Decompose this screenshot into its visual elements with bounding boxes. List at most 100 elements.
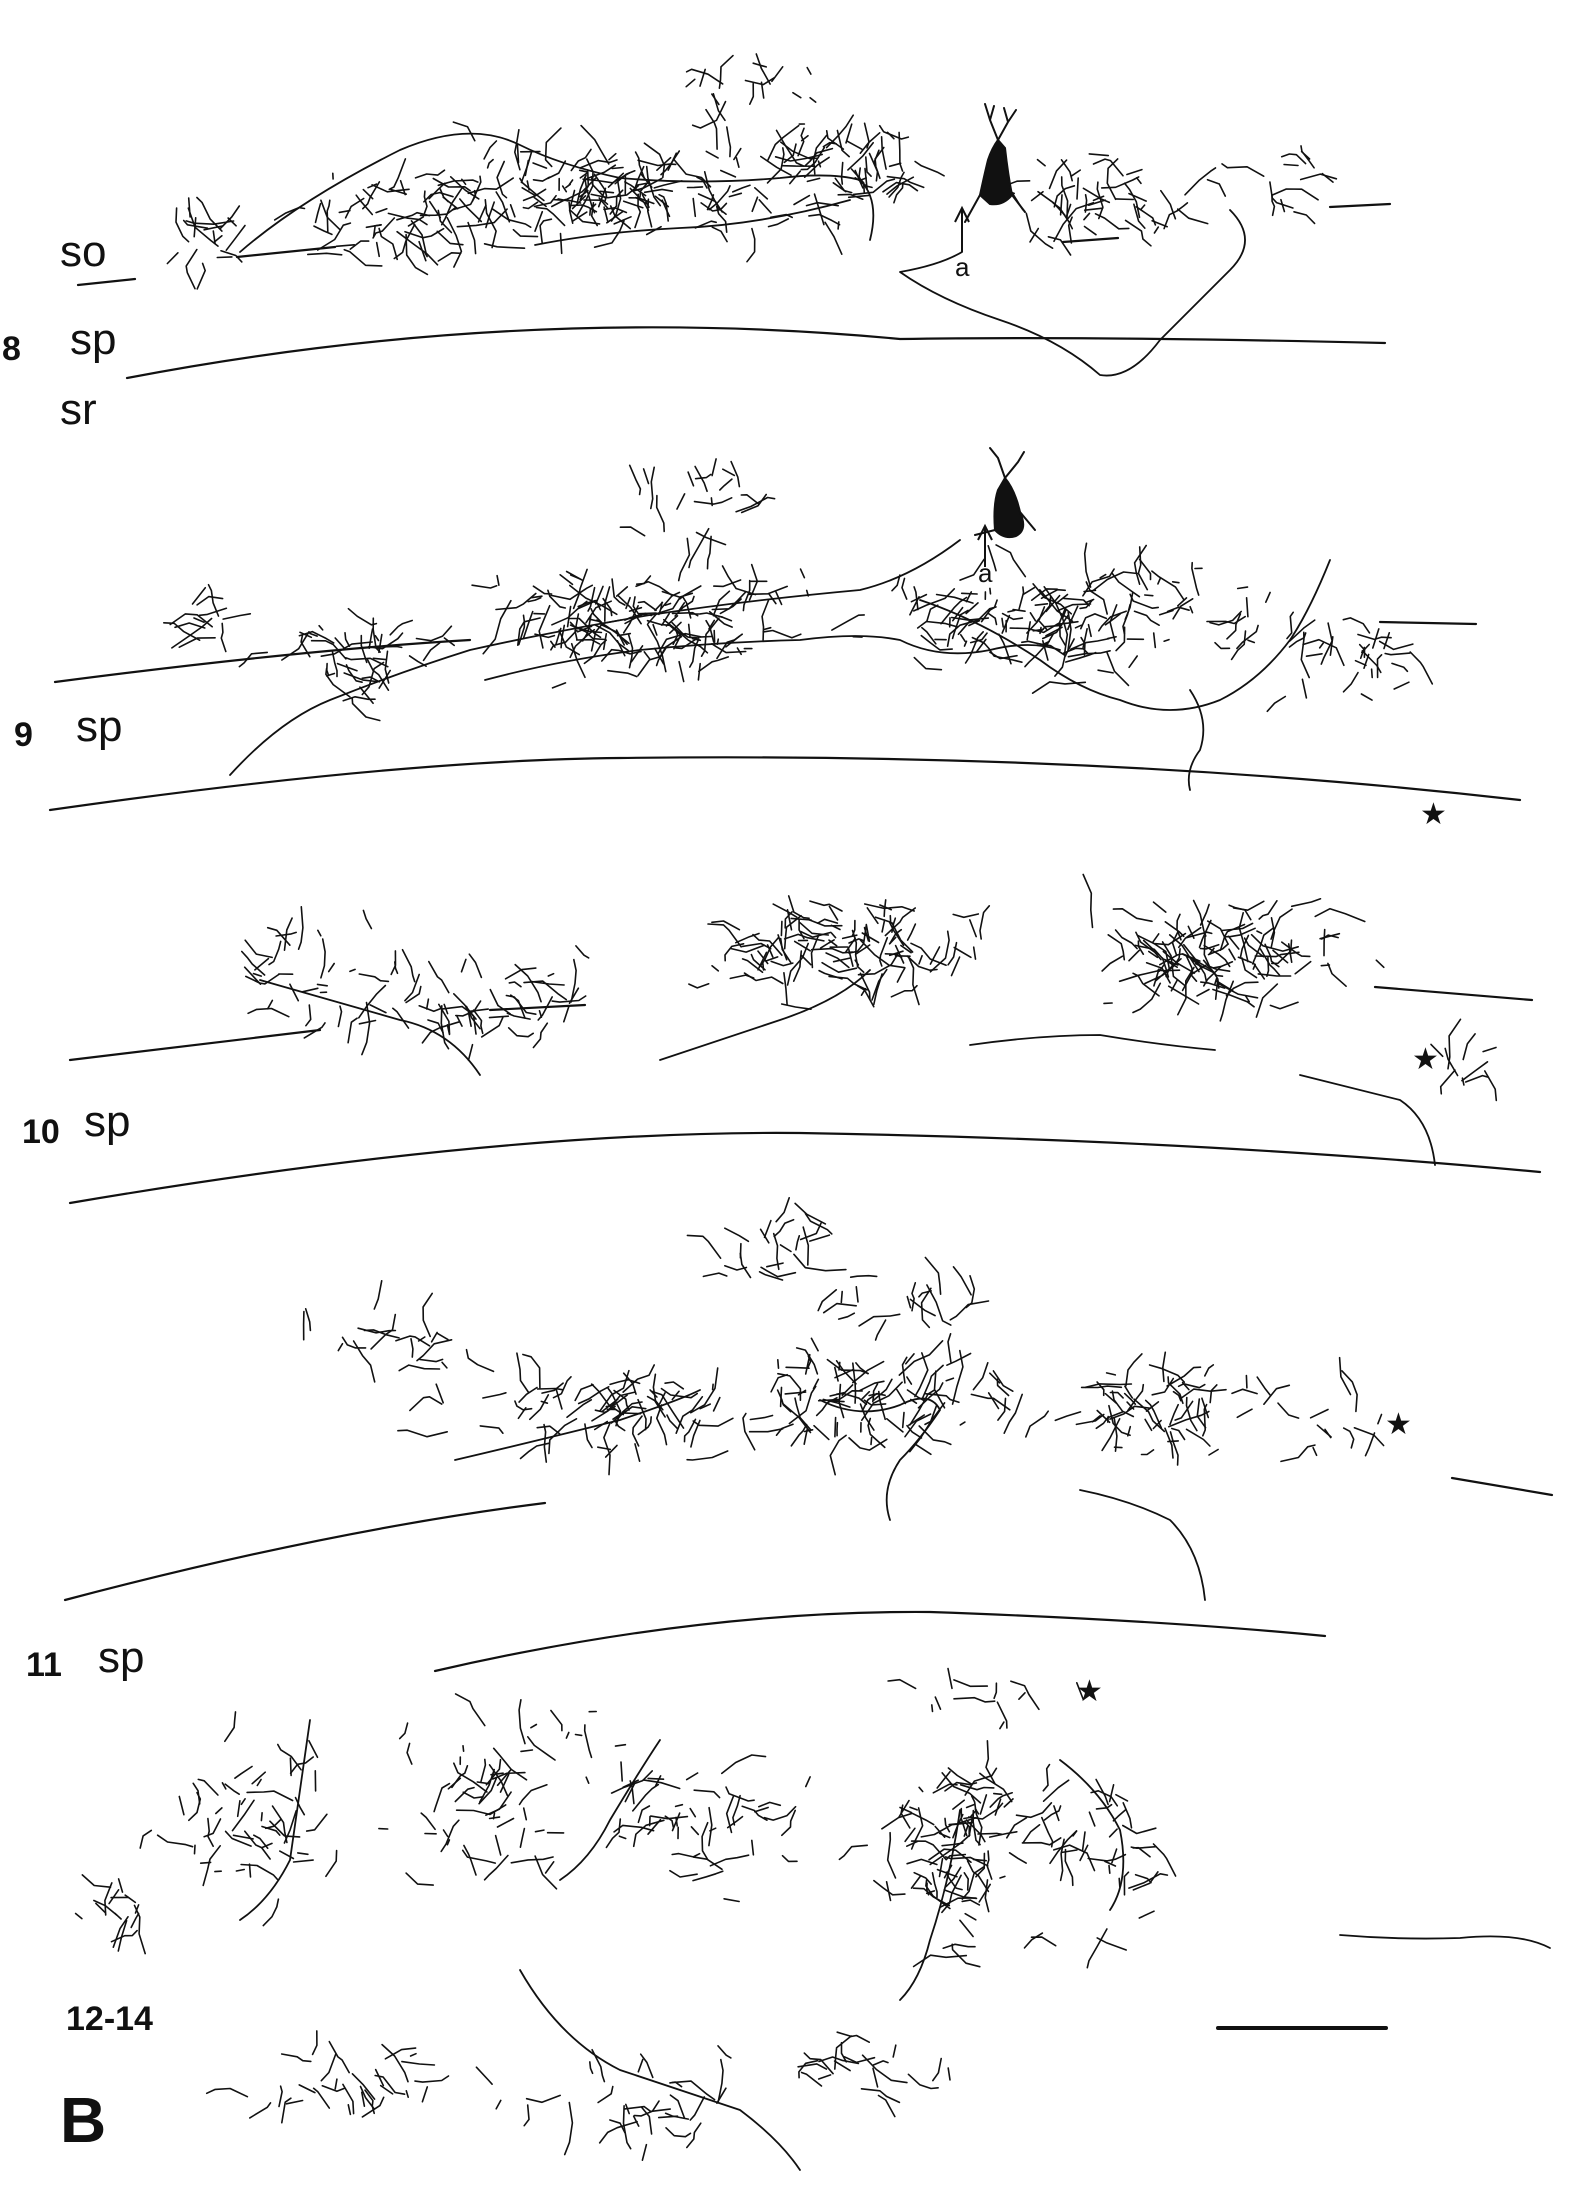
fiber-segment	[625, 2107, 671, 2112]
fiber-segment	[1043, 1765, 1049, 1791]
fiber-segment	[712, 459, 716, 476]
fiber-segment	[687, 1773, 698, 1780]
fiber-segment	[782, 1004, 811, 1009]
fiber-segment	[377, 243, 380, 257]
fiber-segment	[965, 1914, 976, 1920]
fiber-segment	[1307, 654, 1323, 656]
fiber-segment	[727, 127, 731, 157]
fiber-segment	[1172, 1429, 1185, 1440]
fiber-segment	[1266, 593, 1270, 603]
fiber-segment	[1139, 1911, 1154, 1918]
fiber-segment	[172, 619, 212, 648]
fiber-segment	[538, 1389, 563, 1390]
fiber-segment	[250, 1864, 251, 1877]
fiber-segment	[769, 219, 789, 227]
layer-label-so: so	[60, 230, 106, 274]
fiber-segment	[551, 1711, 562, 1731]
fiber-segment	[987, 1851, 992, 1879]
fiber-segment	[539, 606, 550, 648]
fiber-segment	[369, 629, 372, 648]
fiber-segment	[125, 1895, 135, 1902]
fiber-segment	[197, 597, 223, 605]
fiber-segment	[866, 157, 871, 176]
fiber-segment	[862, 1392, 869, 1399]
fiber-segment	[798, 128, 804, 155]
fiber-segment	[590, 2062, 593, 2073]
fiber-segment	[954, 1698, 995, 1702]
boundary-upper-10	[70, 987, 1532, 1060]
fiber-segment	[953, 914, 978, 917]
fiber-segment	[338, 1344, 342, 1351]
fiber-segment	[1000, 1722, 1004, 1729]
fiber-segment	[490, 1817, 500, 1818]
fiber-segment	[485, 1856, 508, 1880]
fiber-segment	[1282, 154, 1306, 164]
fiber-segment	[964, 1873, 968, 1890]
fiber-segment	[781, 1387, 782, 1406]
fiber-segment	[703, 1273, 726, 1276]
fiber-segment	[1038, 160, 1046, 166]
fiber-segment	[679, 538, 690, 580]
fiber-segment	[966, 603, 978, 614]
fiber-segment	[524, 981, 566, 1000]
fiber-segment	[1030, 613, 1035, 621]
fiber-segment	[953, 1800, 964, 1809]
fiber-segment	[576, 1735, 582, 1736]
fiber-segment	[306, 1309, 311, 1331]
fiber-segment	[1292, 899, 1321, 907]
fiber-segment	[520, 1785, 547, 1805]
fiber-segment	[197, 198, 222, 232]
fiber-segment	[423, 1293, 432, 1336]
boundary-lower-10	[70, 1133, 1540, 1203]
fiber-segment	[1253, 964, 1255, 969]
fiber-segment	[767, 1263, 783, 1267]
fiber-segment	[848, 143, 873, 170]
fiber-segment	[1123, 1826, 1156, 1834]
fiber-segment	[554, 1377, 572, 1398]
fiber-segment	[1302, 679, 1306, 698]
fiber-segment	[1107, 159, 1117, 199]
fiber-segment	[742, 495, 767, 513]
fiber-segment	[463, 1746, 464, 1751]
fiber-segment	[1084, 213, 1090, 219]
fiber-segment	[373, 658, 386, 659]
fiber-segment	[457, 1016, 462, 1026]
fiber-segment	[961, 1785, 994, 1790]
soma-section-9	[994, 478, 1023, 537]
fiber-segment	[897, 968, 904, 982]
fiber-segment	[803, 1227, 808, 1265]
fiber-segment	[839, 1845, 867, 1859]
fiber-segment	[701, 203, 726, 211]
fiber-segment	[208, 1819, 213, 1847]
fiber-segment	[1105, 1861, 1116, 1866]
fiber-segment	[1000, 1876, 1005, 1878]
fiber-segment	[839, 1362, 840, 1370]
fiber-segment	[882, 920, 885, 932]
fiber-segment	[846, 124, 852, 143]
fiber-segment	[278, 1745, 301, 1770]
fiber-segment	[1222, 164, 1264, 176]
fiber-segment	[873, 2061, 888, 2065]
fiber-segment	[248, 1009, 289, 1017]
fiber-segment	[948, 1768, 976, 1784]
fiber-segment	[1278, 1403, 1299, 1418]
fiber-segment	[902, 578, 907, 599]
fiber-segment	[862, 2089, 900, 2103]
fiber-segment	[469, 1045, 473, 1061]
fiber-segment	[1281, 1445, 1315, 1461]
fiber-segment	[907, 1859, 937, 1864]
fiber-segment	[1354, 1428, 1383, 1446]
fiber-segment	[1145, 1419, 1152, 1430]
fiber-segment	[554, 177, 597, 200]
fiber-segment	[560, 575, 572, 585]
fiber-segment	[322, 2086, 344, 2092]
fiber-segment	[638, 2059, 643, 2071]
fiber-segment	[763, 631, 801, 638]
fiber-segment	[1077, 178, 1078, 199]
fiber-segment	[759, 200, 771, 213]
fiber-segment	[442, 188, 463, 225]
fiber-segment	[531, 1725, 537, 1728]
fiber-segment	[1361, 694, 1372, 700]
fiber-segment	[1173, 582, 1179, 583]
fiber-segment	[1229, 949, 1235, 960]
